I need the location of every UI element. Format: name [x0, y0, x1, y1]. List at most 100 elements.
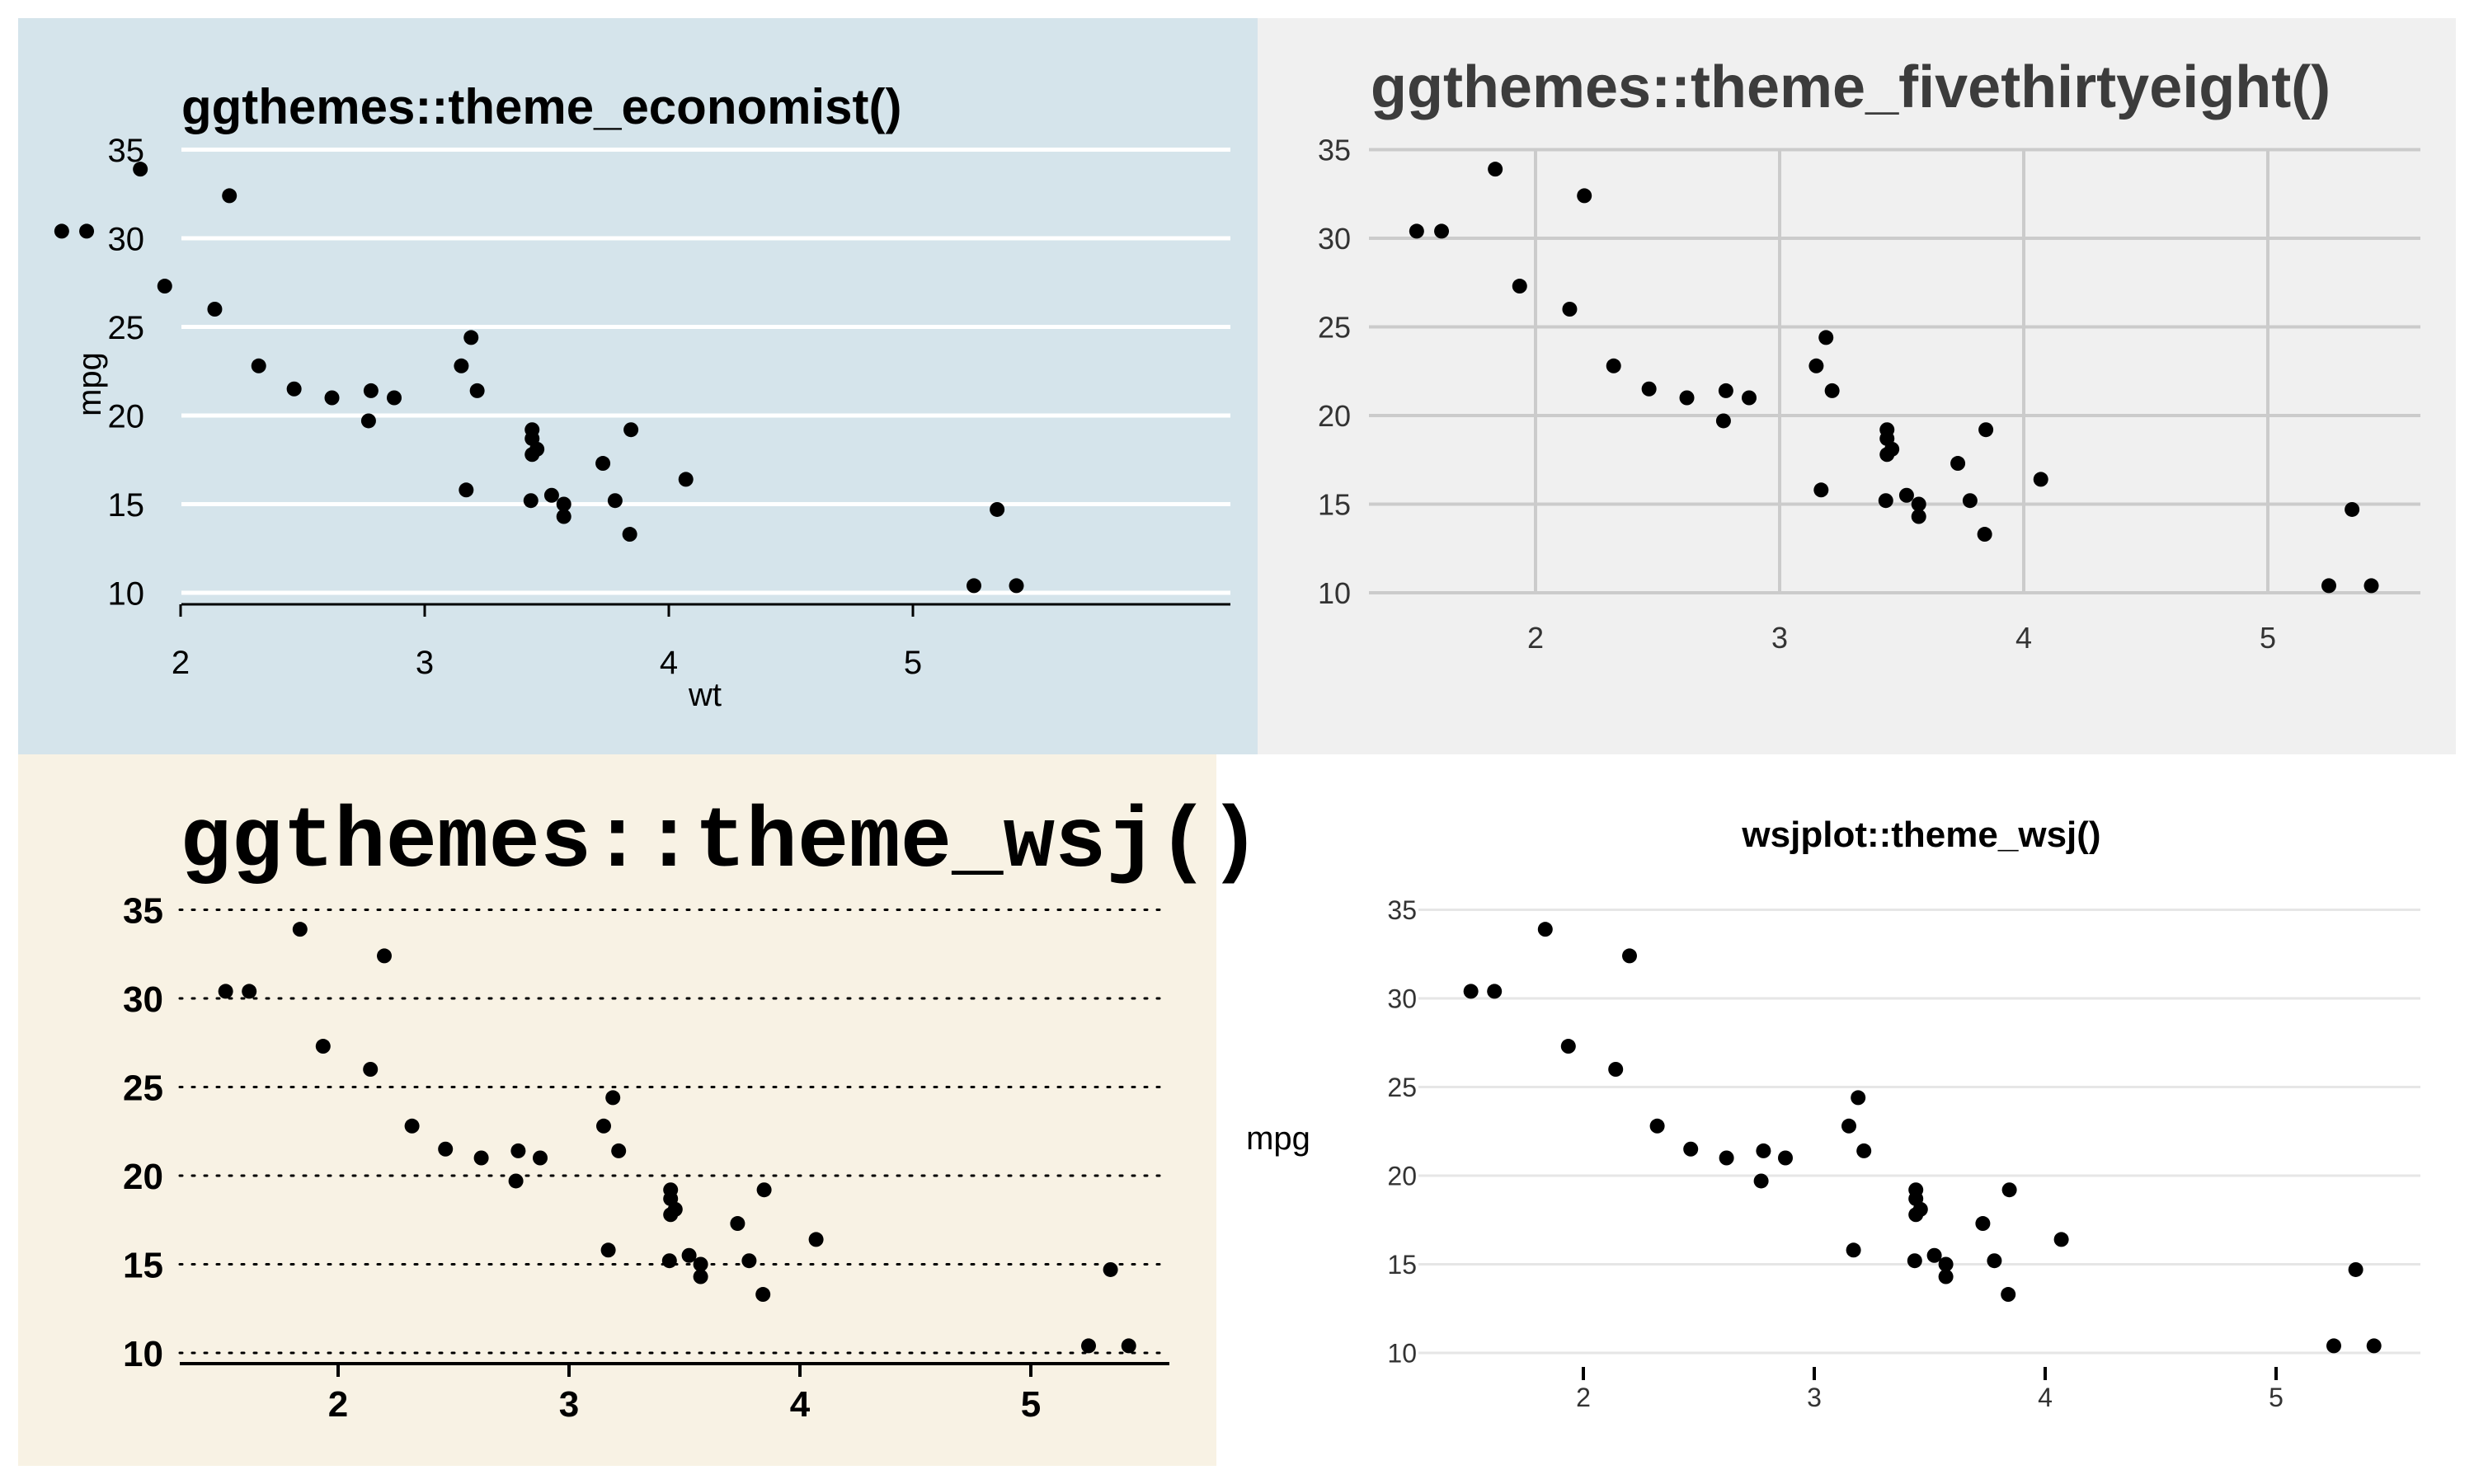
economist-y-tick-label: 30	[108, 221, 145, 257]
economist-point	[222, 188, 238, 204]
fivethirtyeight-x-tick-label: 4	[2015, 621, 2032, 655]
wsjplot-point	[1846, 1242, 1861, 1258]
ggthemes-wsj-x-tick-label: 5	[1021, 1384, 1041, 1425]
fivethirtyeight-point	[2321, 578, 2336, 594]
wsjplot-point	[1608, 1062, 1624, 1077]
economist-y-tick-label: 35	[108, 133, 145, 169]
ggthemes-wsj-point	[508, 1173, 524, 1189]
economist-point	[207, 302, 223, 317]
wsjplot-point	[1907, 1253, 1922, 1269]
wsjplot-title: wsjplot::theme_wsj()	[1741, 815, 2100, 855]
economist-title: ggthemes::theme_economist()	[181, 79, 901, 134]
fivethirtyeight-point	[1679, 390, 1695, 406]
wsjplot-y-tick-label: 10	[1387, 1339, 1417, 1369]
economist-x-tick-label: 2	[172, 645, 190, 681]
ggthemes-wsj-y-tick-label: 10	[123, 1334, 163, 1374]
economist-point	[595, 456, 611, 472]
fivethirtyeight-point	[1562, 302, 1578, 317]
fivethirtyeight-point	[1878, 493, 1893, 509]
ggthemes-wsj-x-tick-label: 4	[790, 1384, 811, 1425]
fivethirtyeight-panel	[1258, 18, 2456, 754]
wsjplot-point	[1908, 1182, 1924, 1198]
ggthemes-wsj-point	[600, 1242, 616, 1258]
wsjplot-point	[2348, 1261, 2363, 1277]
ggthemes-wsj-point	[404, 1118, 420, 1134]
ggthemes-wsj-point	[1103, 1261, 1118, 1277]
wsjplot-point	[1851, 1090, 1866, 1106]
ggthemes-wsj-y-tick-label: 25	[123, 1068, 163, 1108]
wsjplot-point	[1778, 1150, 1793, 1166]
economist-point	[454, 358, 469, 373]
fivethirtyeight-y-tick-label: 30	[1318, 222, 1351, 256]
fivethirtyeight-point	[1434, 223, 1450, 239]
economist-y-tick-label: 15	[108, 487, 145, 524]
wsjplot-point	[1975, 1216, 1991, 1232]
economist-point	[622, 527, 637, 542]
ggthemes-wsj-point	[292, 922, 308, 937]
fivethirtyeight-y-tick-label: 15	[1318, 487, 1351, 521]
economist-point	[469, 383, 485, 398]
economist-point	[79, 223, 95, 239]
fivethirtyeight-point	[1911, 496, 1926, 512]
fivethirtyeight-point	[1512, 279, 1527, 294]
economist-point	[623, 422, 639, 438]
ggthemes-wsj-point	[661, 1253, 677, 1269]
economist-point	[360, 413, 376, 429]
wsjplot-point	[1938, 1256, 1954, 1272]
ggthemes-wsj-point	[693, 1269, 708, 1284]
ggthemes-wsj-point	[218, 984, 233, 999]
wsjplot-x-tick-label: 4	[2038, 1383, 2053, 1412]
fivethirtyeight-point	[1978, 422, 1994, 438]
fivethirtyeight-point	[1879, 422, 1895, 438]
fivethirtyeight-point	[2033, 472, 2048, 487]
wsjplot-point	[1908, 1207, 1924, 1223]
economist-y-tick-label: 20	[108, 398, 145, 434]
economist-point	[556, 496, 571, 512]
economist-plot	[54, 148, 1230, 617]
ggthemes-wsj-x-tick-label: 2	[328, 1384, 348, 1425]
fivethirtyeight-x-tick-label: 3	[1771, 621, 1788, 655]
economist-point	[286, 381, 302, 397]
wsjplot-point	[1487, 984, 1503, 999]
wsjplot-y-axis-title: mpg	[1246, 1120, 1310, 1157]
economist-point	[157, 279, 172, 294]
economist-point	[607, 493, 623, 509]
ggthemes-wsj-title: ggthemes::theme_wsj()	[180, 795, 1261, 892]
economist-point	[967, 578, 981, 594]
wsjplot-point	[1856, 1143, 1872, 1158]
wsjplot-point	[2053, 1232, 2069, 1247]
ggthemes-wsj-point	[756, 1182, 772, 1198]
ggthemes-wsj-point	[741, 1253, 757, 1269]
ggthemes-wsj-point	[473, 1150, 489, 1166]
economist-y-tick-label: 10	[108, 575, 145, 612]
ggthemes-wsj-point	[693, 1256, 708, 1272]
economist-point	[543, 487, 559, 503]
ggthemes-wsj-point	[363, 1062, 379, 1077]
wsjplot-y-tick-label: 25	[1387, 1073, 1417, 1102]
fivethirtyeight-y-tick-label: 35	[1318, 133, 1351, 167]
economist-point	[990, 501, 1005, 517]
fivethirtyeight-point	[1718, 383, 1733, 398]
ggthemes-wsj-point	[663, 1207, 679, 1223]
fivethirtyeight-x-tick-label: 5	[2260, 621, 2276, 655]
ggthemes-wsj-y-tick-label: 15	[123, 1245, 163, 1285]
wsjplot-point	[2326, 1338, 2341, 1354]
ggthemes-wsj-point	[663, 1182, 679, 1198]
wsjplot-point	[1649, 1118, 1665, 1134]
ggthemes-wsj-point	[596, 1118, 611, 1134]
fivethirtyeight-point	[1813, 482, 1829, 498]
wsjplot-x-tick-label: 2	[1576, 1383, 1591, 1412]
wsjplot-x-tick-label: 5	[2269, 1383, 2284, 1412]
ggthemes-wsj-point	[242, 984, 257, 999]
economist-point	[463, 330, 479, 345]
ggthemes-wsj-x-tick-label: 3	[559, 1384, 579, 1425]
wsjplot-x-tick-label: 3	[1807, 1383, 1822, 1412]
economist-panel	[18, 18, 1258, 754]
ggthemes-wsj-point	[611, 1143, 627, 1158]
wsjplot-point	[1537, 922, 1553, 937]
ggthemes-wsj-point	[533, 1150, 548, 1166]
fivethirtyeight-point	[1606, 358, 1621, 373]
economist-x-tick-label: 4	[660, 645, 678, 681]
wsjplot-point	[1938, 1269, 1954, 1284]
fivethirtyeight-point	[1879, 447, 1895, 463]
